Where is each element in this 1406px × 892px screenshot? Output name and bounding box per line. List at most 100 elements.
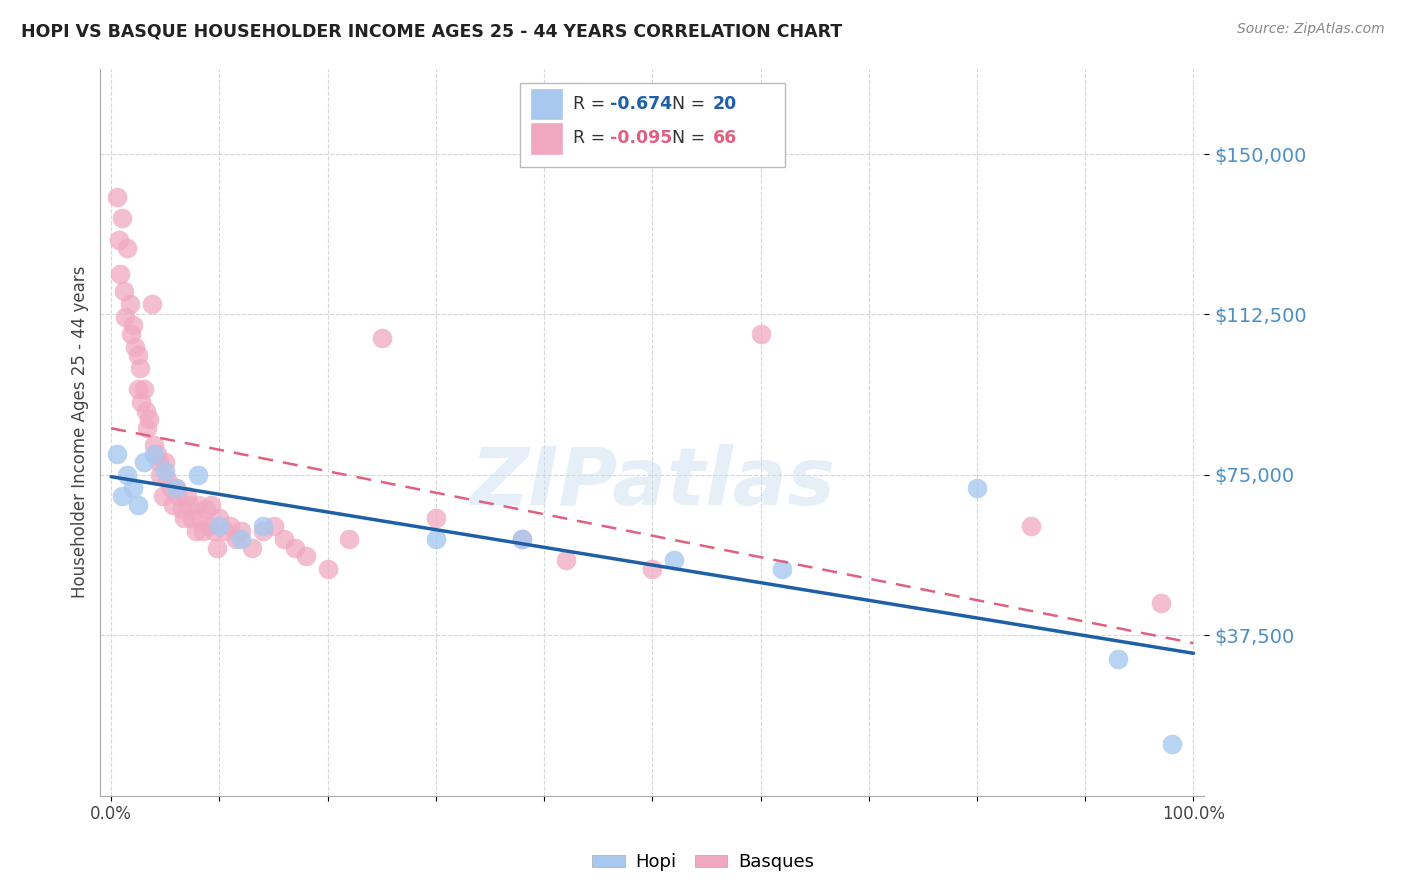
Point: [195, 502, 218, 516]
Point: [197, 519, 219, 533]
Point: [252, 524, 274, 538]
Text: Source: ZipAtlas.com: Source: ZipAtlas.com: [1237, 22, 1385, 37]
Text: ZIPatlas: ZIPatlas: [470, 444, 835, 522]
Point: [219, 519, 242, 533]
Point: [316, 562, 339, 576]
Text: -0.674: -0.674: [610, 95, 672, 113]
Point: [152, 489, 174, 503]
Text: R =: R =: [572, 95, 610, 113]
Point: [138, 412, 160, 426]
Point: [141, 297, 163, 311]
Point: [207, 541, 229, 555]
Point: [108, 267, 131, 281]
Point: [127, 383, 149, 397]
Point: [105, 446, 128, 460]
Y-axis label: Householder Income Ages 25 - 44 years: Householder Income Ages 25 - 44 years: [72, 266, 89, 599]
Point: [662, 553, 685, 567]
Point: [512, 532, 534, 546]
Point: [148, 455, 170, 469]
Point: [200, 498, 222, 512]
Point: [252, 519, 274, 533]
Point: [187, 467, 209, 482]
Point: [208, 519, 231, 533]
Point: [131, 395, 153, 409]
Point: [641, 562, 664, 576]
Bar: [531, 123, 562, 153]
Point: [143, 438, 166, 452]
Point: [425, 532, 447, 546]
Point: [149, 467, 172, 482]
Bar: [531, 89, 562, 120]
Point: [966, 481, 988, 495]
Point: [263, 519, 285, 533]
Point: [229, 532, 252, 546]
Point: [165, 481, 187, 495]
Legend: Hopi, Basques: Hopi, Basques: [585, 847, 821, 879]
Point: [121, 481, 143, 495]
Point: [202, 524, 225, 538]
Point: [208, 510, 231, 524]
Point: [114, 310, 136, 324]
Point: [145, 446, 167, 460]
Point: [120, 326, 142, 341]
Point: [1107, 652, 1129, 666]
Point: [117, 467, 139, 482]
Point: [167, 489, 190, 503]
Point: [127, 348, 149, 362]
Point: [749, 326, 772, 341]
Point: [111, 211, 134, 226]
Point: [187, 498, 209, 512]
Point: [173, 510, 195, 524]
Point: [124, 340, 146, 354]
Point: [273, 532, 295, 546]
Point: [512, 532, 534, 546]
Point: [105, 190, 128, 204]
Point: [112, 284, 135, 298]
Point: [225, 532, 247, 546]
Point: [132, 383, 155, 397]
Point: [129, 361, 152, 376]
FancyBboxPatch shape: [520, 83, 785, 167]
Point: [240, 541, 263, 555]
Text: N =: N =: [672, 95, 711, 113]
Point: [162, 498, 184, 512]
Point: [284, 541, 307, 555]
Point: [107, 233, 129, 247]
Point: [135, 403, 157, 417]
Point: [170, 502, 193, 516]
Point: [117, 241, 139, 255]
Text: HOPI VS BASQUE HOUSEHOLDER INCOME AGES 25 - 44 YEARS CORRELATION CHART: HOPI VS BASQUE HOUSEHOLDER INCOME AGES 2…: [21, 22, 842, 40]
Point: [181, 510, 204, 524]
Point: [127, 498, 149, 512]
Point: [176, 489, 198, 503]
Point: [295, 549, 318, 564]
Text: R =: R =: [572, 129, 610, 147]
Point: [159, 481, 181, 495]
Text: -0.095: -0.095: [610, 129, 672, 147]
Point: [1160, 738, 1182, 752]
Point: [425, 510, 447, 524]
Text: 66: 66: [713, 129, 737, 147]
Point: [1019, 519, 1042, 533]
Point: [177, 498, 200, 512]
Point: [554, 553, 576, 567]
Point: [229, 524, 252, 538]
Point: [371, 331, 394, 345]
Point: [165, 481, 187, 495]
Point: [135, 421, 157, 435]
Point: [337, 532, 360, 546]
Point: [184, 524, 207, 538]
Point: [156, 472, 179, 486]
Point: [155, 455, 177, 469]
Point: [132, 455, 155, 469]
Point: [143, 446, 166, 460]
Point: [155, 464, 177, 478]
Point: [214, 524, 236, 538]
Point: [111, 489, 134, 503]
Point: [1150, 596, 1173, 610]
Point: [188, 510, 211, 524]
Point: [770, 562, 793, 576]
Point: [118, 297, 141, 311]
Point: [193, 524, 215, 538]
Point: [121, 318, 143, 333]
